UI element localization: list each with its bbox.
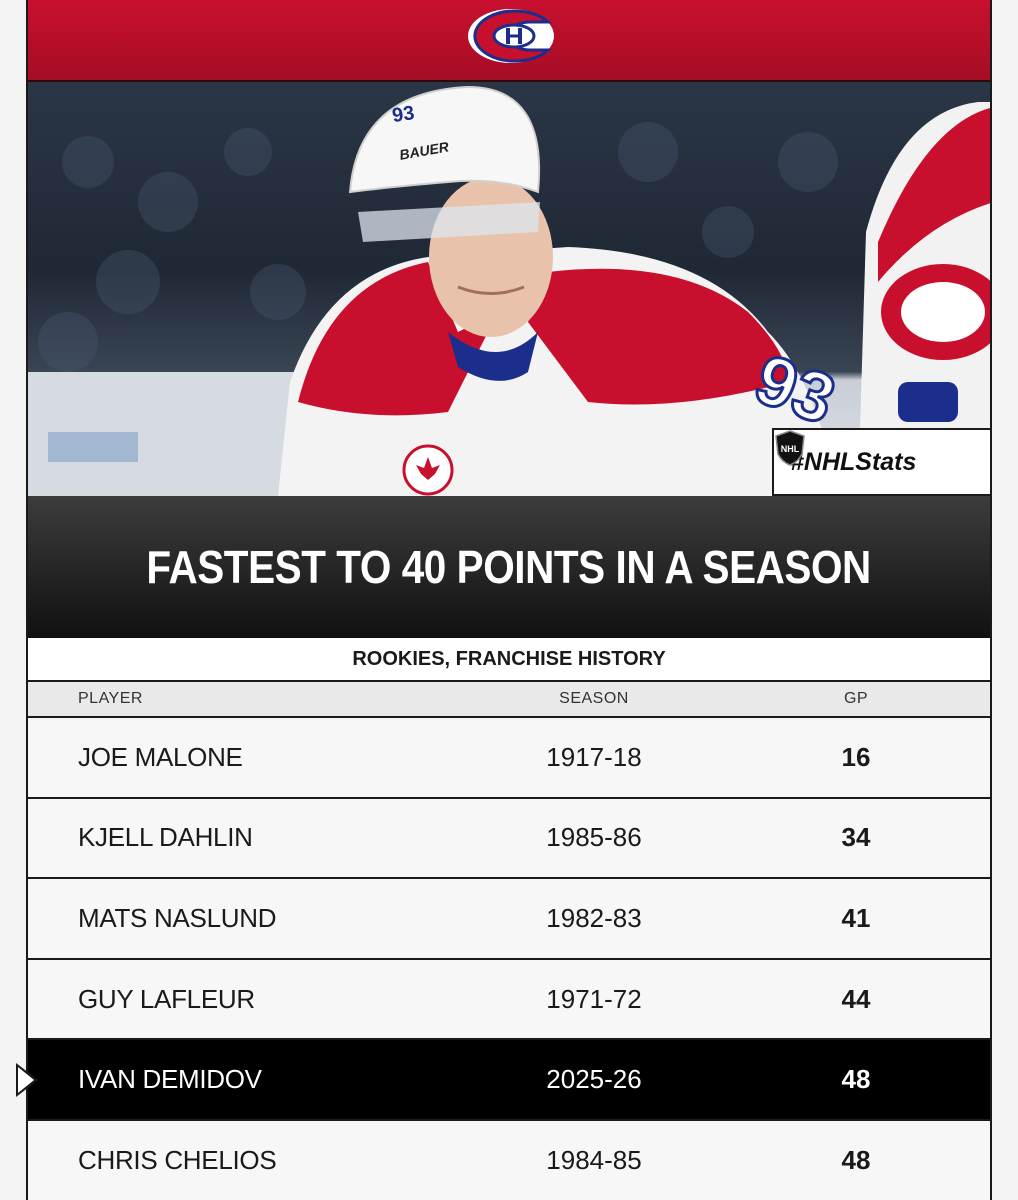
season-value: 1971-72 <box>546 983 642 1014</box>
player-name: JOE MALONE <box>78 741 243 772</box>
highlight-pointer-icon <box>16 1063 38 1097</box>
player-name: IVAN DEMIDOV <box>78 1064 262 1095</box>
season-value: 2025-26 <box>546 1064 642 1095</box>
nhl-shield-icon: NHL <box>775 430 805 466</box>
nhl-stats-badge: NHL #NHLStats <box>772 428 990 496</box>
gp-value: 48 <box>841 1064 871 1095</box>
graphic-frame: 93 93 BAUER NHL #NHLStats FASTEST TO 40 … <box>26 0 992 1200</box>
player-name: MATS NASLUND <box>78 902 277 933</box>
title-band: FASTEST TO 40 POINTS IN A SEASON <box>28 496 990 638</box>
gp-value: 41 <box>841 902 871 933</box>
svg-text:93: 93 <box>391 102 416 127</box>
table-body: JOE MALONE 1917-18 16 KJELL DAHLIN 1985-… <box>28 718 990 1200</box>
table-row: CHRIS CHELIOS 1984-85 48 <box>28 1120 990 1200</box>
table-subtitle: ROOKIES, FRANCHISE HISTORY <box>28 638 990 682</box>
table-row: JOE MALONE 1917-18 16 <box>28 718 990 799</box>
column-header-player: PLAYER <box>78 690 143 707</box>
svg-text:NHL: NHL <box>781 444 800 454</box>
season-value: 1917-18 <box>546 741 642 772</box>
table-row-highlighted: IVAN DEMIDOV 2025-26 48 <box>28 1040 990 1121</box>
gp-value: 34 <box>841 822 871 853</box>
gp-value: 44 <box>841 983 871 1014</box>
hashtag-label: #NHLStats <box>790 447 917 476</box>
graphic-title: FASTEST TO 40 POINTS IN A SEASON <box>146 541 872 593</box>
table-row: GUY LAFLEUR 1971-72 44 <box>28 959 990 1041</box>
season-value: 1984-85 <box>546 1144 642 1175</box>
column-header-season: SEASON <box>559 690 629 707</box>
player-name: KJELL DAHLIN <box>78 822 253 853</box>
player-name: CHRIS CHELIOS <box>78 1144 277 1175</box>
gp-value: 48 <box>841 1144 871 1175</box>
column-header-gp: GP <box>843 690 869 707</box>
season-value: 1982-83 <box>546 902 642 933</box>
table-row: MATS NASLUND 1982-83 41 <box>28 879 990 960</box>
gp-value: 16 <box>841 741 871 772</box>
table-header: PLAYER SEASON GP <box>28 682 990 718</box>
season-value: 1985-86 <box>546 822 642 853</box>
player-name: GUY LAFLEUR <box>78 983 255 1014</box>
player-photo: 93 93 BAUER NHL #NHLStats <box>28 82 990 496</box>
canadiens-logo-icon <box>468 9 554 63</box>
table-row: KJELL DAHLIN 1985-86 34 <box>28 798 990 880</box>
header-bar <box>28 0 990 82</box>
